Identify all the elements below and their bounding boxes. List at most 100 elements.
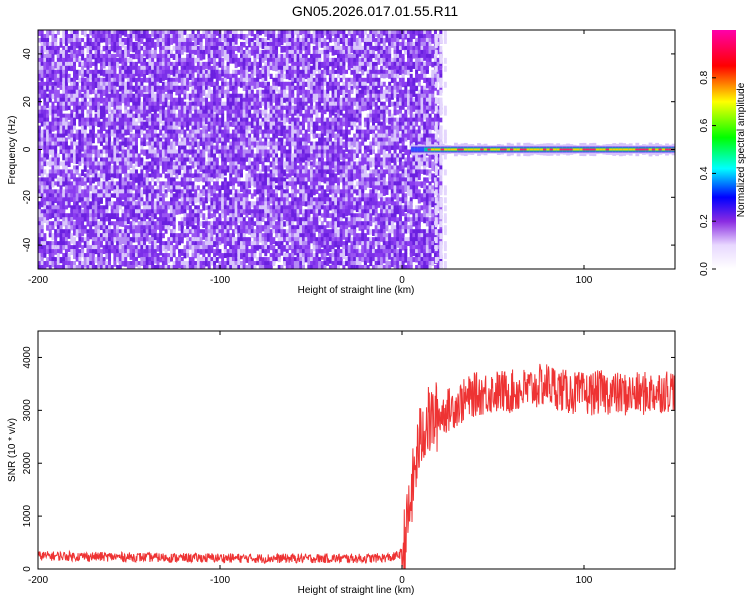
spectrogram-cell — [132, 237, 136, 243]
spectrogram-cell — [234, 157, 238, 163]
spectrogram-cell — [258, 125, 262, 133]
spectrogram-cell — [175, 205, 179, 210]
spectrogram-cell — [99, 61, 103, 67]
spectrogram-cell — [116, 233, 120, 238]
spectrogram-cell — [245, 61, 249, 69]
spectrogram-cell — [288, 37, 292, 43]
spectrogram-cell — [46, 97, 50, 104]
spectrogram-cell — [64, 93, 68, 98]
spectrogram-cell — [245, 121, 249, 128]
spectrogram-cell — [202, 257, 206, 262]
spectrogram-cell — [116, 221, 120, 226]
spectrogram-cell — [113, 225, 117, 230]
spectrogram-cell — [62, 105, 66, 111]
spectrogram-cell — [231, 33, 235, 40]
spectrogram-cell — [140, 177, 144, 185]
spectrogram-cell — [234, 225, 238, 232]
spectrogram-cell — [291, 117, 295, 125]
spectrogram-cell — [272, 49, 276, 57]
spectrogram-cell — [245, 253, 249, 261]
spectrogram-cell — [134, 129, 138, 134]
spectrogram-cell — [164, 181, 168, 189]
spectrogram-cell — [194, 169, 198, 177]
spectrogram-cell — [116, 241, 120, 247]
spectrogram-cell — [266, 125, 270, 130]
spectrogram-cell — [245, 49, 249, 55]
spectrogram-cell — [213, 193, 217, 200]
spectrogram-cell — [210, 149, 214, 155]
spectrogram-cell — [218, 205, 222, 211]
spectrogram-cell — [272, 149, 276, 156]
spectrogram-cell — [54, 153, 58, 160]
spectrogram-cell — [153, 109, 157, 116]
spectrogram-cell — [215, 149, 219, 154]
spectrogram-cell — [261, 121, 265, 127]
spectrogram-cell — [253, 233, 257, 240]
spectrogram-cell — [143, 209, 147, 216]
spectrogram-cell — [48, 173, 52, 179]
spectrogram-cell — [202, 173, 206, 178]
spectrogram-cell — [51, 257, 55, 262]
spectrogram-cell — [293, 57, 297, 63]
spectrogram-cell — [231, 265, 235, 269]
spectrogram-cell — [178, 133, 182, 139]
spectrogram-cell — [43, 97, 47, 104]
spectrogram-cell — [178, 201, 182, 209]
spectrogram-cell — [223, 145, 227, 150]
spectrogram-cell — [175, 265, 179, 269]
spectrogram-cell — [207, 37, 211, 44]
spectrogram-cell — [213, 61, 217, 67]
spectrogram-cell — [172, 197, 176, 203]
spectrogram-cell — [40, 253, 44, 260]
spectrogram-cell — [102, 30, 106, 36]
spectrogram-cell — [285, 53, 289, 59]
spectrogram-cell — [83, 97, 87, 105]
spectrogram-cell — [299, 205, 303, 212]
spectrogram-cell — [253, 221, 257, 226]
spectrogram-cell — [91, 85, 95, 92]
spectrogram-cell — [73, 249, 77, 254]
spectrogram-cell — [108, 117, 112, 123]
spectrogram-cell — [97, 161, 101, 168]
spectrogram-cell — [231, 197, 235, 202]
spectrogram-cell — [43, 153, 47, 158]
spectrogram-cell — [223, 149, 227, 156]
spectrogram-cell — [169, 197, 173, 203]
spectrogram-cell — [124, 213, 128, 220]
spectrogram-cell — [264, 65, 268, 73]
spectrogram-cell — [196, 193, 200, 199]
spectrogram-cell — [253, 61, 257, 69]
spectrogram-cell — [178, 165, 182, 173]
spectrogram-cell — [210, 161, 214, 167]
spectrogram-cell — [223, 81, 227, 87]
spectrogram-cell — [70, 41, 74, 47]
spectrogram-cell — [264, 261, 268, 268]
spectrogram-cell — [73, 157, 77, 164]
spectrogram-cell — [102, 61, 106, 69]
spectrogram-cell — [89, 37, 93, 44]
spectrogram-cell — [178, 233, 182, 239]
spectrogram-cell — [113, 253, 117, 260]
spectrogram-cell — [124, 97, 128, 104]
spectrogram-cell — [64, 217, 68, 222]
spectrogram-cell — [175, 133, 179, 140]
spectrogram-cell — [299, 217, 303, 225]
spectrogram-cell — [202, 177, 206, 183]
spectrogram-cell — [299, 41, 303, 47]
spectrogram-cell — [199, 233, 203, 240]
spectrogram-cell — [46, 57, 50, 63]
spectrogram-cell — [207, 93, 211, 99]
spectrogram-cell — [242, 81, 246, 87]
spectrogram-cell — [140, 45, 144, 51]
spectrogram-cell — [48, 45, 52, 52]
spectrogram-cell — [245, 137, 249, 143]
spectrogram-cell — [169, 33, 173, 42]
spectrogram-cell — [226, 205, 230, 211]
spectrogram-cell — [97, 205, 101, 211]
spectrogram-cell — [167, 173, 171, 180]
spectrogram-cell — [178, 257, 182, 264]
spectrogram-cell — [275, 253, 279, 258]
spectrogram-cell — [231, 257, 235, 262]
spectrogram-cell — [118, 85, 122, 92]
spectrogram-cell — [296, 109, 300, 114]
